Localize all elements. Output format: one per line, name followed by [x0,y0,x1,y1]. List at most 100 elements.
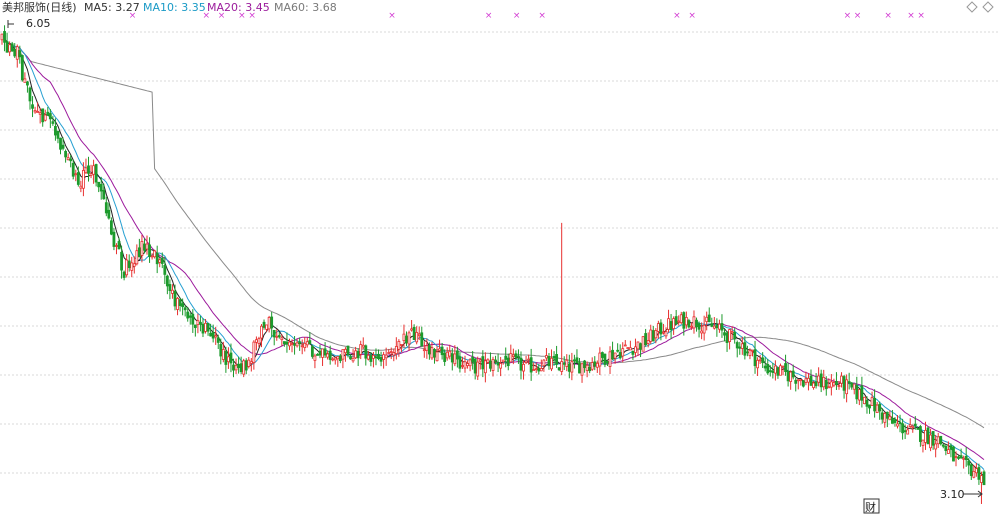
candle-body [46,111,50,116]
candle-body [267,317,271,330]
candle-body [840,375,843,384]
high-price-label: 6.05 [26,17,51,30]
candle-body [524,360,528,363]
candle-body [578,362,581,374]
candle-body [715,324,719,329]
ma60-line [1,33,985,429]
candle-body [687,320,691,328]
candle-body [290,343,294,345]
candle-body [926,427,930,445]
event-marker[interactable]: × [907,11,915,21]
candle-body [364,345,368,359]
candle-body [517,355,520,358]
candle-body [8,44,12,53]
candle-body [494,359,497,362]
candle-body [483,360,487,374]
candle-body [272,329,276,338]
candle-body [786,370,790,382]
event-marker[interactable]: × [203,11,211,21]
candle-body [293,343,296,346]
candle-body [173,290,177,307]
candle-body [934,443,938,450]
candle-body [466,363,469,366]
candle-body [868,404,871,409]
candle-body [804,378,808,383]
candle-body [143,243,146,251]
event-marker[interactable]: × [218,11,226,21]
candle-body [641,336,645,352]
candle-body [183,307,187,311]
candle-body [959,455,963,459]
event-marker[interactable]: × [485,11,493,21]
ma10-value: MA10: 3.35 [143,1,206,14]
candle-body [361,344,365,348]
candle-body [453,353,457,365]
candle-body [351,357,355,362]
candle-body [372,354,375,359]
event-markers: × × × × × × × × × × × × × × × × [129,11,925,21]
candle-body [211,332,215,339]
candle-body [845,379,849,395]
event-marker[interactable]: × [884,11,892,21]
candle-body [692,316,696,329]
candle-body [410,328,413,331]
candle-body [28,87,32,102]
candle-body [651,330,655,342]
candle-body [621,348,625,357]
candle-body [59,137,62,150]
candle-body [461,365,464,367]
candle-body [751,349,754,352]
candle-body [199,321,202,325]
candle-body [214,335,218,338]
event-marker[interactable]: × [129,11,137,21]
candle-body [562,362,566,365]
candle-body [427,345,431,355]
diamond-icon[interactable] [982,1,994,13]
event-marker[interactable]: × [388,11,396,21]
candle-body [669,321,673,331]
candle-body [82,170,85,189]
stock-name: 美邦服饰(日线) [2,0,77,14]
candle-body [5,41,9,53]
candle-body [600,352,604,358]
candle-body [954,456,958,458]
event-marker[interactable]: × [513,11,521,21]
candle-body [603,353,607,365]
candle-body [555,354,559,365]
candle-body [756,359,759,369]
candle-body [265,324,268,330]
candle-body [158,259,162,263]
candle-body [712,325,716,329]
event-marker[interactable]: × [238,11,246,21]
event-marker[interactable]: × [673,11,681,21]
finance-icon[interactable]: 财 [863,498,880,514]
candle-body [232,364,235,371]
candle-body [654,330,658,339]
candle-body [153,250,157,258]
event-marker[interactable]: × [688,11,696,21]
diamond-icon[interactable] [966,1,978,13]
candle-body [593,361,597,366]
candle-body [888,415,892,421]
candle-body [730,331,734,334]
candle-body [415,332,419,343]
candle-body [54,126,57,136]
event-marker[interactable]: × [538,11,546,21]
candle-body [84,167,88,174]
event-marker[interactable]: × [248,11,256,21]
event-marker[interactable]: × [844,11,852,21]
candle-body [723,332,726,336]
candle-body [224,351,228,365]
candle-body [636,341,640,350]
candle-body [982,471,986,486]
candle-body [99,183,103,192]
candle-body [377,353,380,360]
candle-body [921,439,925,446]
candle-body [257,338,261,344]
candle-body [896,423,899,427]
event-marker[interactable]: × [917,11,925,21]
event-marker[interactable]: × [854,11,862,21]
candle-body [837,385,841,387]
candle-body [74,173,78,176]
